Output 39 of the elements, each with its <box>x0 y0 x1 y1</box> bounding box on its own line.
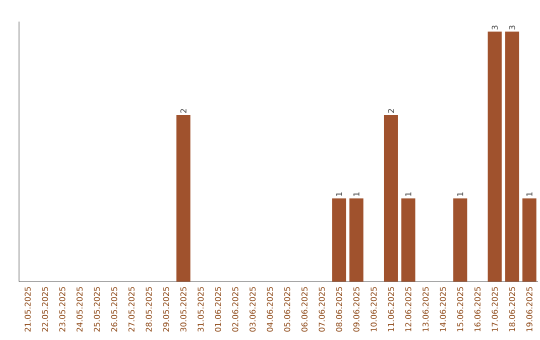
x-tick-label: 12.06.2025 <box>405 287 412 332</box>
x-tick-label: 04.06.2025 <box>266 287 273 332</box>
data-label: 1 <box>405 192 412 196</box>
x-tick-label: 10.06.2025 <box>370 287 377 332</box>
x-tick-label: 17.06.2025 <box>492 287 498 332</box>
x-tick-label: 19.06.2025 <box>526 287 532 332</box>
x-tick-label: 23.05.2025 <box>59 287 66 332</box>
x-tick-label: 29.05.2025 <box>163 287 170 332</box>
data-label: 1 <box>336 192 342 196</box>
x-tick-label: 25.05.2025 <box>94 287 100 332</box>
data-label: 1 <box>353 192 360 196</box>
x-tick-label: 07.06.2025 <box>318 287 325 332</box>
x-tick-label: 22.05.2025 <box>42 287 48 332</box>
x-tick-label: 15.06.2025 <box>457 287 464 332</box>
x-tick-label: 24.05.2025 <box>76 287 83 332</box>
x-tick-label: 18.06.2025 <box>509 287 516 332</box>
x-tick-label: 11.06.2025 <box>388 287 394 332</box>
x-tick-label: 06.06.2025 <box>301 287 308 332</box>
x-tick-label: 28.05.2025 <box>146 287 152 332</box>
x-tick-label: 16.06.2025 <box>474 287 480 332</box>
x-tick-label: 31.05.2025 <box>198 287 204 332</box>
data-label: 3 <box>509 26 516 30</box>
x-tick-label: 03.06.2025 <box>250 287 256 332</box>
x-tick-label: 30.05.2025 <box>180 287 186 332</box>
x-tick-label: 05.06.2025 <box>284 287 290 332</box>
x-tick-label: 14.06.2025 <box>440 287 446 332</box>
data-label: 2 <box>388 109 394 113</box>
x-tick-label: 21.05.2025 <box>24 287 31 332</box>
x-tick-label: 26.05.2025 <box>111 287 118 332</box>
x-tick-label: 13.06.2025 <box>422 287 429 332</box>
x-tick-label: 01.06.2025 <box>214 287 221 332</box>
data-label: 1 <box>526 192 532 196</box>
x-tick-label: 08.06.2025 <box>336 287 342 332</box>
x-tick-label: 02.06.2025 <box>232 287 238 332</box>
x-tick-label: 09.06.2025 <box>353 287 360 332</box>
x-tick-label: 27.05.2025 <box>128 287 134 332</box>
data-label: 2 <box>180 109 186 113</box>
data-label: 3 <box>492 26 498 30</box>
data-label: 1 <box>457 192 464 196</box>
